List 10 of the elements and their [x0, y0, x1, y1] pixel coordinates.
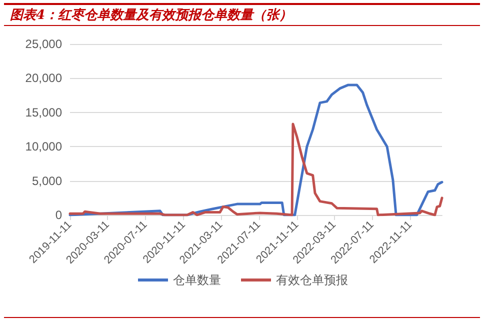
legend-label: 有效仓单预报	[276, 273, 348, 287]
y-tick-label: 5,000	[32, 174, 62, 188]
y-tick-label: 0	[55, 208, 62, 222]
y-tick-label: 25,000	[25, 37, 62, 51]
legend-label: 仓单数量	[173, 273, 221, 287]
y-tick-label: 10,000	[25, 140, 62, 154]
y-tick-label: 15,000	[25, 105, 62, 120]
y-tick-label: 20,000	[25, 71, 62, 86]
line-series	[68, 122, 444, 216]
chart-title: 图表4：红枣仓单数量及有效预报仓单数量（张）	[10, 7, 292, 24]
